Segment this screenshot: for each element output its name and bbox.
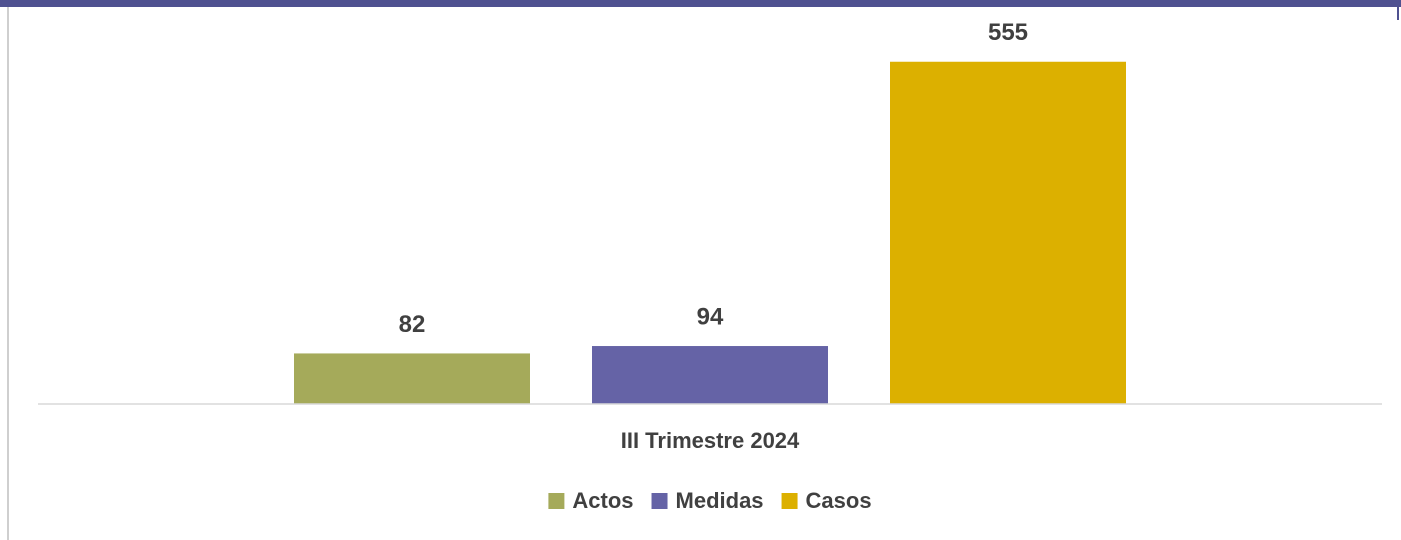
bar	[294, 353, 530, 404]
legend-swatch	[548, 493, 565, 509]
bar	[592, 346, 828, 404]
legend-swatch	[781, 493, 798, 509]
x-tick-label: III Trimestre 2024	[621, 428, 800, 453]
legend-label: Casos	[806, 488, 872, 513]
legend-label: Medidas	[676, 488, 764, 513]
data-label: 94	[697, 303, 724, 330]
legend-label: Actos	[572, 488, 633, 513]
top-band	[0, 0, 1401, 7]
bar	[890, 61, 1126, 404]
legend-swatch	[651, 493, 668, 509]
data-label: 555	[988, 19, 1028, 46]
data-label: 82	[399, 311, 426, 338]
